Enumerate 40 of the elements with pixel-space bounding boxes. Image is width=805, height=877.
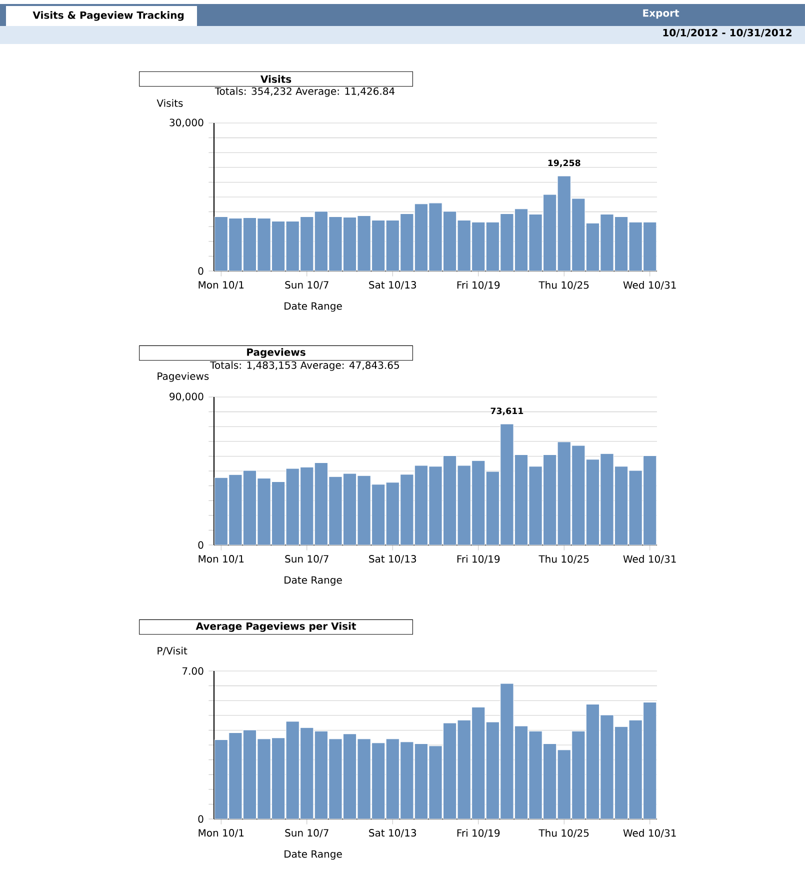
x-tick-label: Fri 10/19 xyxy=(457,829,500,838)
x-tick-label: Mon 10/1 xyxy=(198,555,244,564)
y-tick-label: 0 xyxy=(198,541,204,549)
x-tick-label: Wed 10/31 xyxy=(623,555,676,564)
x-axis-title: Date Range xyxy=(284,302,342,312)
x-tick-label: Sat 10/13 xyxy=(369,281,416,290)
x-tick-label: Sun 10/7 xyxy=(285,829,328,838)
y-tick-label: 0 xyxy=(198,815,204,823)
chart-title: Pageviews xyxy=(247,348,306,358)
chart-title: Average Pageviews per Visit xyxy=(196,622,356,632)
x-tick-label: Thu 10/25 xyxy=(538,281,589,290)
y-tick-label: 90,000 xyxy=(170,392,204,402)
x-tick-label: Fri 10/19 xyxy=(457,555,500,564)
x-tick-label: Sun 10/7 xyxy=(285,281,328,290)
chart-subtitle: Totals: 1,483,153 Average: 47,843.65 xyxy=(210,361,399,371)
chart-subtitle: Totals: 354,232 Average: 11,426.84 xyxy=(214,87,395,97)
x-axis-title: Date Range xyxy=(284,850,342,860)
y-tick-label: 7.00 xyxy=(182,667,204,675)
y-tick-label: 30,000 xyxy=(170,118,204,128)
text: Export xyxy=(643,9,680,19)
x-tick-label: Mon 10/1 xyxy=(198,281,244,290)
x-tick-label: Fri 10/19 xyxy=(457,281,500,290)
y-axis-title: P/Visit xyxy=(158,646,188,656)
y-axis-title: Pageviews xyxy=(158,372,209,382)
text: Visits & Pageview Tracking xyxy=(32,11,184,21)
y-tick-label: 0 xyxy=(198,267,204,275)
x-tick-label: Sat 10/13 xyxy=(369,555,416,564)
x-tick-label: Mon 10/1 xyxy=(198,829,244,838)
x-tick-label: Sat 10/13 xyxy=(369,829,416,838)
x-tick-label: Sun 10/7 xyxy=(285,555,328,564)
x-axis-title: Date Range xyxy=(284,576,342,586)
x-tick-label: Wed 10/31 xyxy=(623,829,676,838)
chart-title: Visits xyxy=(260,75,292,83)
y-axis-title: Visits xyxy=(156,99,183,107)
x-tick-label: Thu 10/25 xyxy=(538,829,589,838)
text: 10/1/2012 - 10/31/2012 xyxy=(663,28,792,38)
x-tick-label: Thu 10/25 xyxy=(538,555,589,564)
data-label: 73,611 xyxy=(490,408,524,416)
data-label: 19,258 xyxy=(548,160,580,168)
x-tick-label: Wed 10/31 xyxy=(623,281,676,290)
